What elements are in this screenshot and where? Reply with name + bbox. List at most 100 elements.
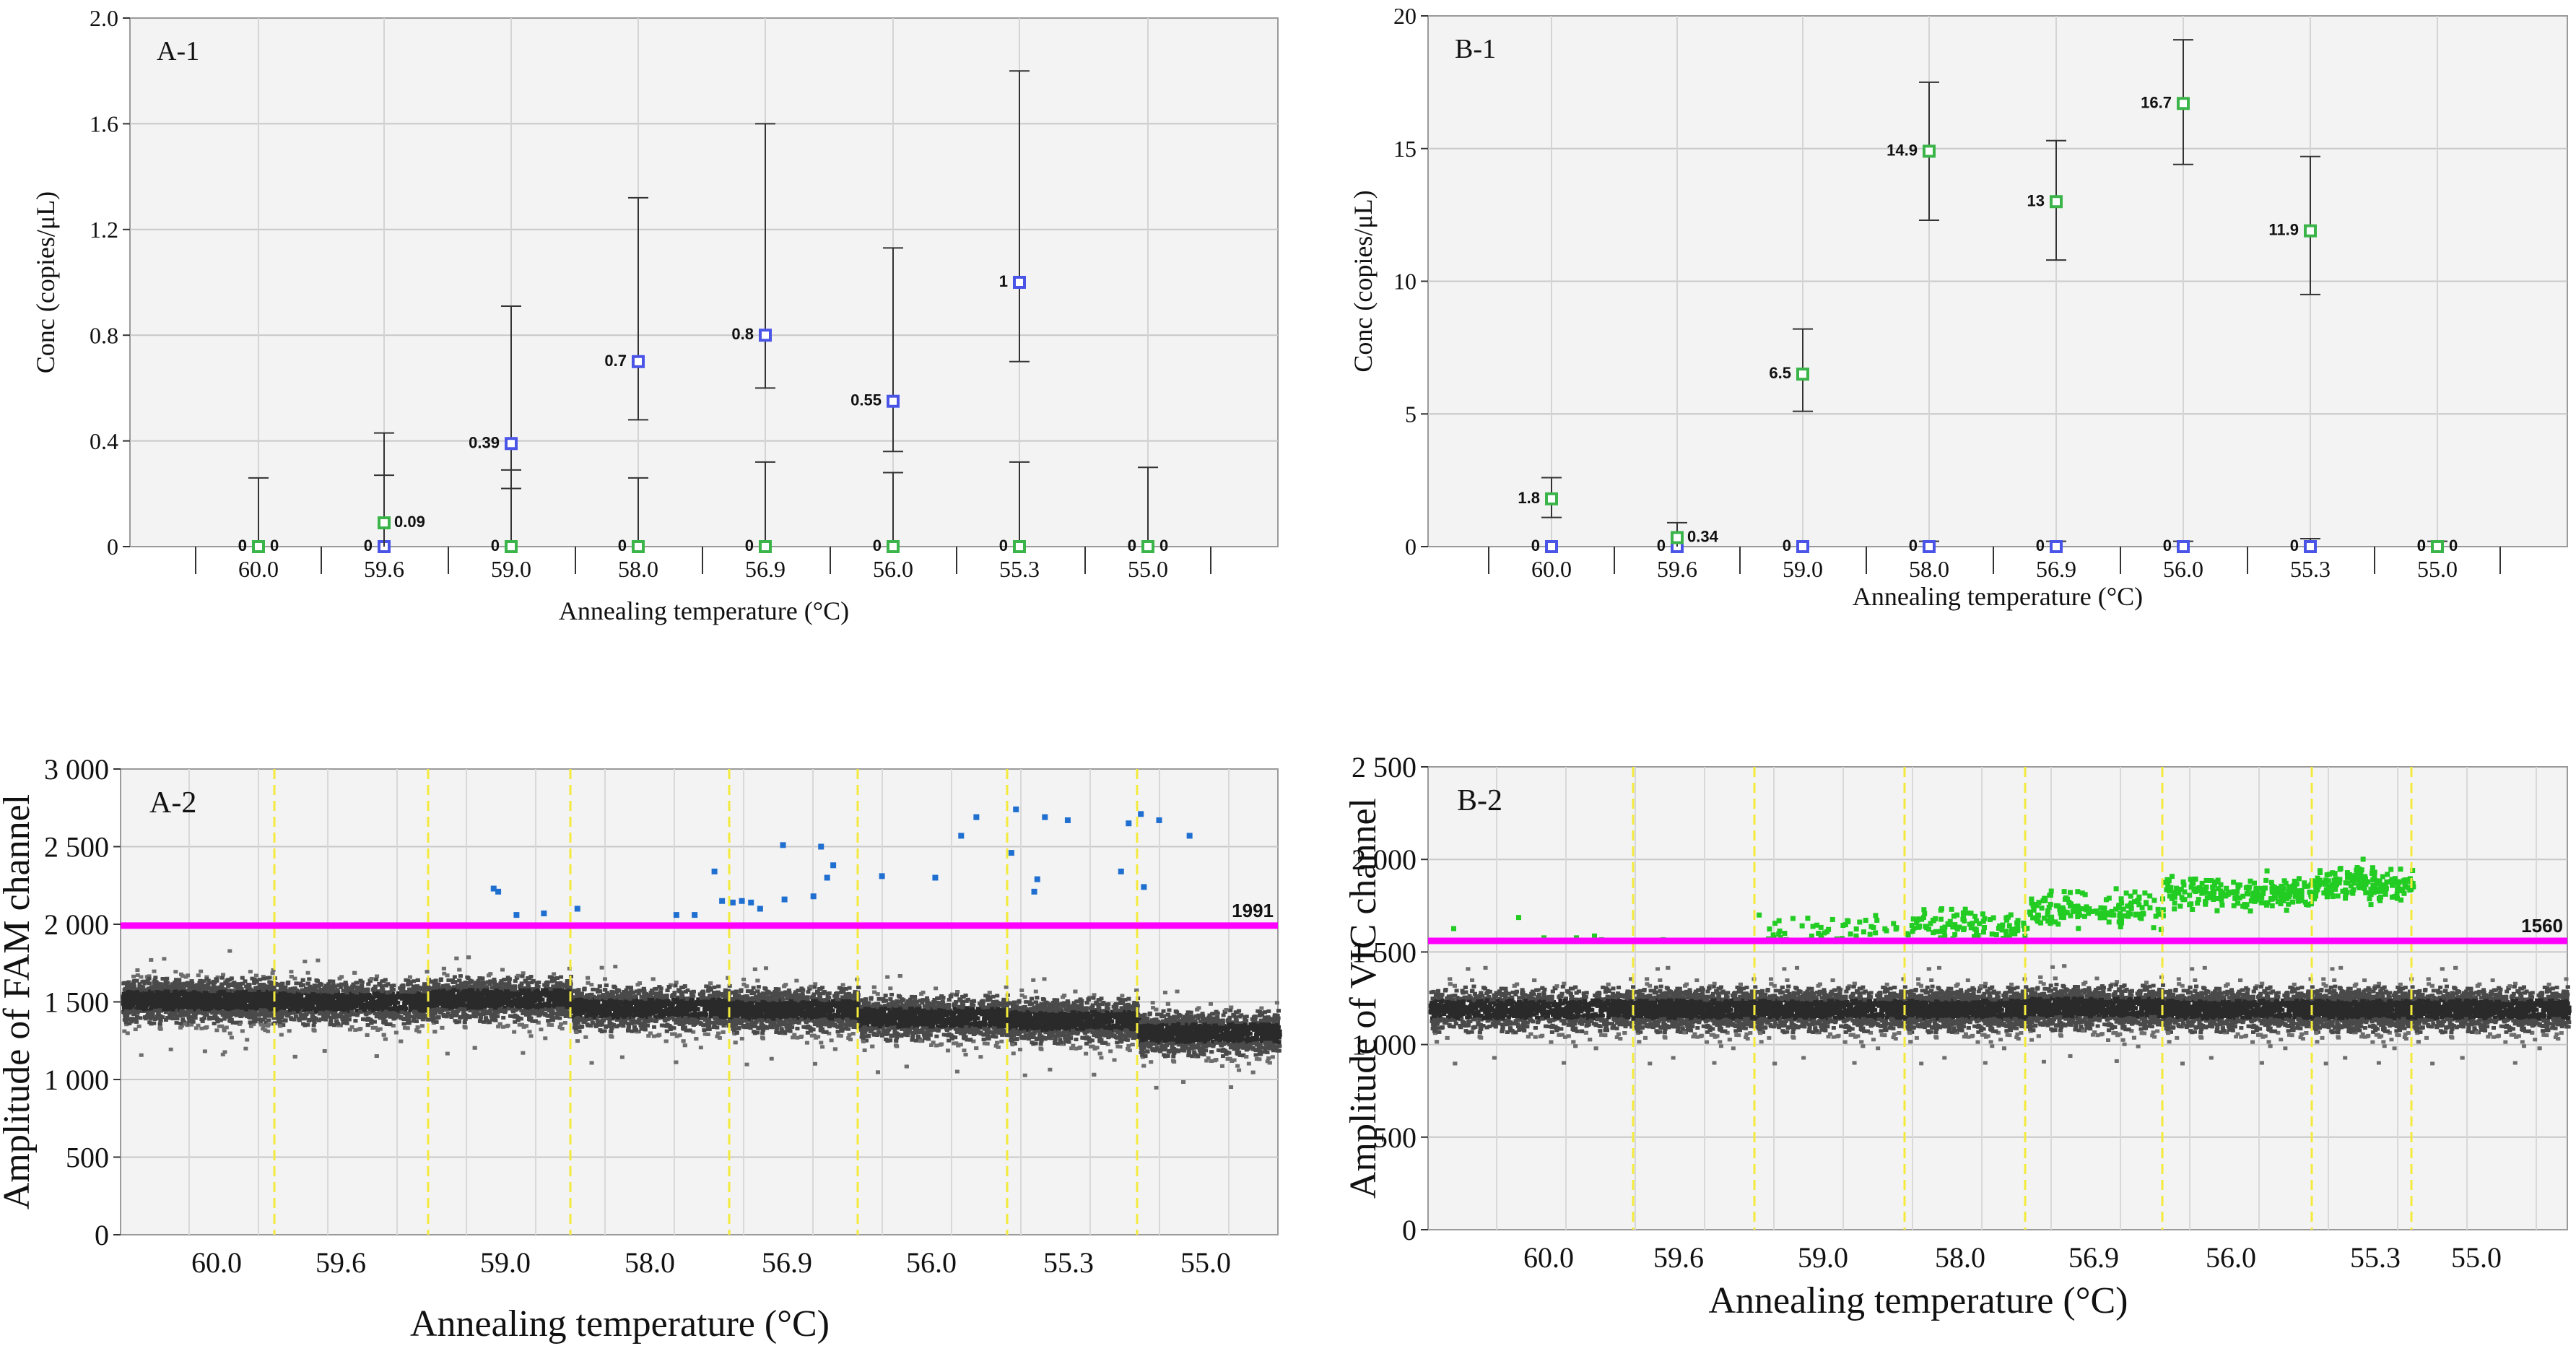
negative-droplet <box>221 973 225 976</box>
data-point-vic <box>888 542 898 552</box>
chart-A1: 00.40.81.21.62.060.059.659.058.056.956.0… <box>31 5 1278 625</box>
y-tick-label: 0 <box>107 534 118 560</box>
y-tick-label: 0 <box>1405 534 1417 560</box>
negative-droplet <box>220 976 225 980</box>
negative-droplet <box>173 970 178 973</box>
data-point-vic <box>1924 146 1934 156</box>
data-label: 0 <box>491 537 500 555</box>
y-tick-label: 1.2 <box>90 217 118 243</box>
data-label: 0 <box>2163 537 2172 555</box>
data-point-fam <box>506 438 516 448</box>
negative-droplet <box>230 1035 234 1039</box>
x-tick-label: 59.0 <box>491 556 531 582</box>
data-point-fam <box>1798 542 1808 552</box>
negative-droplet <box>214 1028 219 1032</box>
x-tick-label: 55.3 <box>999 556 1040 582</box>
data-label: 14.9 <box>1887 141 1918 159</box>
data-point-vic <box>1672 533 1682 543</box>
data-point-vic <box>1143 542 1153 552</box>
data-label: 0 <box>2036 537 2045 555</box>
data-label: 1 <box>999 272 1008 290</box>
negative-droplet <box>199 970 203 973</box>
data-label: 0.7 <box>604 352 627 370</box>
chart-B1: 0510152060.059.659.058.056.956.055.355.0… <box>1349 3 2567 611</box>
negative-droplet <box>132 979 136 983</box>
data-point-fam <box>2178 542 2188 552</box>
negative-droplet <box>152 980 156 983</box>
y-tick-label: 500 <box>66 1142 109 1174</box>
data-label: 0 <box>873 537 882 555</box>
x-tick-label: 55.0 <box>1128 556 1168 582</box>
negative-droplet <box>196 973 201 977</box>
data-label: 13 <box>2027 191 2045 209</box>
data-point-vic <box>1798 369 1808 379</box>
x-axis-title: Annealing temperature (°C) <box>559 596 849 625</box>
negative-droplet <box>139 1054 144 1057</box>
data-point-fam <box>888 396 898 407</box>
data-point-vic <box>633 542 643 552</box>
data-point-vic <box>2305 226 2315 236</box>
negative-droplet <box>240 976 245 980</box>
data-point-fam <box>1924 542 1934 552</box>
data-point-vic <box>253 542 264 552</box>
data-label: 0 <box>238 537 247 555</box>
negative-droplet <box>221 1053 225 1056</box>
data-label: 0 <box>270 537 279 555</box>
x-tick-label: 58.0 <box>1909 556 1949 582</box>
negative-droplet <box>262 1024 266 1028</box>
negative-droplet <box>153 1017 157 1021</box>
x-tick-label: 55.3 <box>2290 556 2331 582</box>
data-point-vic <box>1014 542 1024 552</box>
y-tick-label: 1.6 <box>90 111 118 137</box>
data-point-fam <box>760 330 770 340</box>
y-tick-label: 5 <box>1405 401 1417 427</box>
y-axis-title: Conc (copies/μL) <box>31 191 60 373</box>
data-label: 0 <box>1159 537 1168 555</box>
negative-droplet <box>199 1017 204 1021</box>
x-axis-title: Annealing temperature (°C) <box>1853 582 2143 611</box>
negative-droplet <box>266 1022 271 1026</box>
negative-droplet <box>131 975 136 978</box>
negative-droplet <box>268 976 272 979</box>
negative-droplet <box>227 950 232 953</box>
data-label: 0 <box>1909 537 1918 555</box>
negative-droplet <box>261 1018 265 1022</box>
data-label: 0.09 <box>394 513 425 531</box>
data-point-fam <box>1014 277 1024 287</box>
data-label: 0 <box>1783 537 1791 555</box>
y-tick-label: 3 000 <box>44 753 109 786</box>
data-label: 0.39 <box>469 433 500 451</box>
data-label: 0 <box>1657 537 1666 555</box>
data-label: 0 <box>1128 537 1136 555</box>
plot-area <box>130 18 1278 547</box>
x-tick-label: 59.6 <box>1657 556 1697 582</box>
x-tick-label: 55.0 <box>2417 556 2458 582</box>
y-tick-label: 0.4 <box>90 428 118 454</box>
negative-droplet <box>230 982 235 986</box>
negative-droplet <box>212 981 217 984</box>
y-tick-label: 1 500 <box>44 986 109 1019</box>
data-point-vic <box>1546 494 1557 504</box>
negative-droplet <box>245 1038 249 1041</box>
negative-droplet <box>179 973 183 976</box>
y-tick-label: 2 000 <box>44 908 109 941</box>
x-tick-label: 56.9 <box>745 556 786 582</box>
data-label: 0.55 <box>850 391 882 409</box>
negative-droplet <box>228 1032 232 1035</box>
data-label: 0 <box>999 537 1008 555</box>
data-label: 0 <box>618 537 627 555</box>
x-tick-label: 60.0 <box>238 556 279 582</box>
data-label: 1.8 <box>1518 489 1540 507</box>
negative-droplet <box>203 1049 207 1053</box>
data-label: 0.8 <box>731 325 754 343</box>
figure-svg: 00.40.81.21.62.060.059.659.058.056.956.0… <box>0 0 2576 1360</box>
y-axis-title: Conc (copies/μL) <box>1349 190 1378 372</box>
panel-label: A-1 <box>157 36 199 66</box>
x-tick-label: 59.0 <box>1783 556 1823 582</box>
x-tick-label: 56.9 <box>2036 556 2076 582</box>
negative-droplet <box>175 1021 179 1025</box>
data-label: 0 <box>2290 537 2299 555</box>
data-label: 0 <box>1531 537 1540 555</box>
figure: 00.40.81.21.62.060.059.659.058.056.956.0… <box>0 0 2576 1360</box>
